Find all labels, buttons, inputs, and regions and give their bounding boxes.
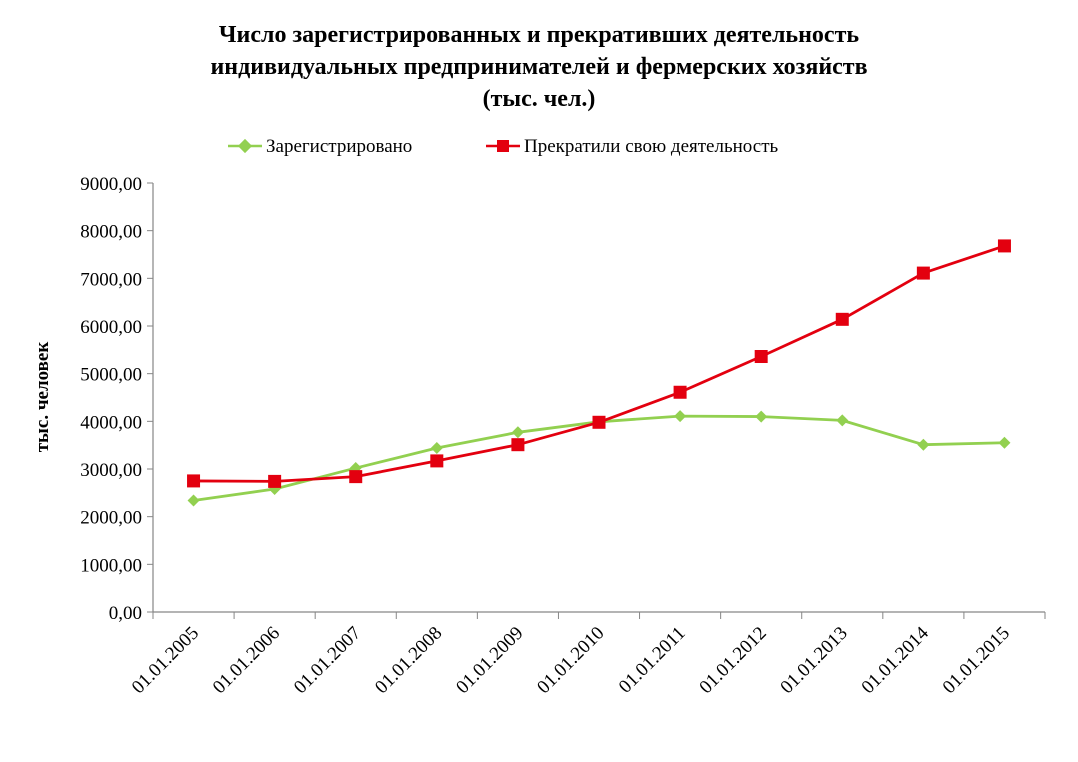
chart-title-line-3: (тыс. чел.) bbox=[483, 86, 596, 112]
axes bbox=[152, 183, 1045, 613]
y-tick-label: 9000,00 bbox=[80, 174, 142, 195]
x-tick-label: 01.01.2013 bbox=[777, 623, 852, 698]
series-layer bbox=[187, 239, 1011, 507]
y-tick-label: 1000,00 bbox=[80, 555, 142, 576]
y-tick-label: 6000,00 bbox=[80, 317, 142, 338]
x-tick-label: 01.01.2015 bbox=[939, 623, 1014, 698]
y-tick-label: 3000,00 bbox=[80, 460, 142, 481]
y-tick-label: 4000,00 bbox=[80, 412, 142, 433]
y-tick-label: 2000,00 bbox=[80, 508, 142, 529]
data-point-ceased bbox=[430, 454, 444, 468]
x-tick-label: 01.01.2007 bbox=[290, 623, 365, 698]
data-point-ceased bbox=[349, 470, 363, 484]
legend-swatch-marker-registered bbox=[237, 138, 253, 154]
y-axis-ticks: 0,00 1000,00 2000,00 3000,00 4000,00 5000,00 6… bbox=[80, 174, 153, 624]
data-point-ceased bbox=[268, 474, 282, 488]
x-axis-ticks: 01.01.2005 01.01.2006 01.01.2007 01.01.2008… bbox=[128, 612, 1046, 698]
chart-title-line-2: индивидуальных предпринимателей и фермер… bbox=[210, 54, 867, 80]
data-point-registered bbox=[917, 438, 930, 451]
legend-label-ceased: Прекратили свою деятельность bbox=[524, 136, 779, 157]
y-tick-label: 8000,00 bbox=[80, 222, 142, 243]
y-axis-title: тыс. человек bbox=[32, 342, 53, 453]
data-point-registered bbox=[430, 442, 443, 455]
x-tick-label: 01.01.2011 bbox=[615, 623, 690, 698]
x-tick-label: 01.01.2012 bbox=[695, 623, 770, 698]
data-point-ceased bbox=[916, 266, 930, 280]
x-tick-label: 01.01.2014 bbox=[858, 622, 934, 698]
x-tick-label: 01.01.2010 bbox=[533, 623, 608, 698]
data-point-registered bbox=[187, 494, 200, 507]
chart-title: Число зарегистрированных и прекративших … bbox=[210, 22, 867, 112]
chart-title-line-1: Число зарегистрированных и прекративших … bbox=[219, 22, 859, 48]
data-point-registered bbox=[755, 410, 768, 423]
data-point-registered bbox=[998, 436, 1011, 449]
data-point-ceased bbox=[673, 385, 687, 399]
data-point-ceased bbox=[511, 438, 525, 452]
x-tick-label: 01.01.2006 bbox=[209, 623, 284, 698]
data-point-ceased bbox=[187, 474, 201, 488]
legend-swatch-marker-ceased bbox=[497, 140, 509, 152]
data-point-ceased bbox=[754, 350, 768, 364]
data-point-registered bbox=[836, 414, 849, 427]
x-tick-label: 01.01.2008 bbox=[371, 623, 446, 698]
series-line-ceased bbox=[193, 244, 1005, 483]
x-tick-label: 01.01.2005 bbox=[128, 623, 203, 698]
legend-item-registered: Зарегистрировано bbox=[228, 136, 412, 157]
legend-item-ceased: Прекратили свою деятельность bbox=[486, 136, 779, 157]
series-ceased bbox=[187, 239, 1011, 488]
x-tick-label: 01.01.2009 bbox=[452, 623, 527, 698]
legend: Зарегистрировано Прекратили свою деятель… bbox=[228, 136, 779, 157]
legend-label-registered: Зарегистрировано bbox=[266, 136, 412, 157]
data-point-registered bbox=[511, 426, 524, 439]
data-point-ceased bbox=[592, 415, 606, 429]
y-tick-label: 0,00 bbox=[109, 603, 142, 624]
data-point-ceased bbox=[997, 239, 1011, 253]
y-tick-label: 5000,00 bbox=[80, 365, 142, 386]
y-tick-label: 7000,00 bbox=[80, 269, 142, 290]
data-point-registered bbox=[674, 410, 687, 423]
data-point-ceased bbox=[835, 312, 849, 326]
